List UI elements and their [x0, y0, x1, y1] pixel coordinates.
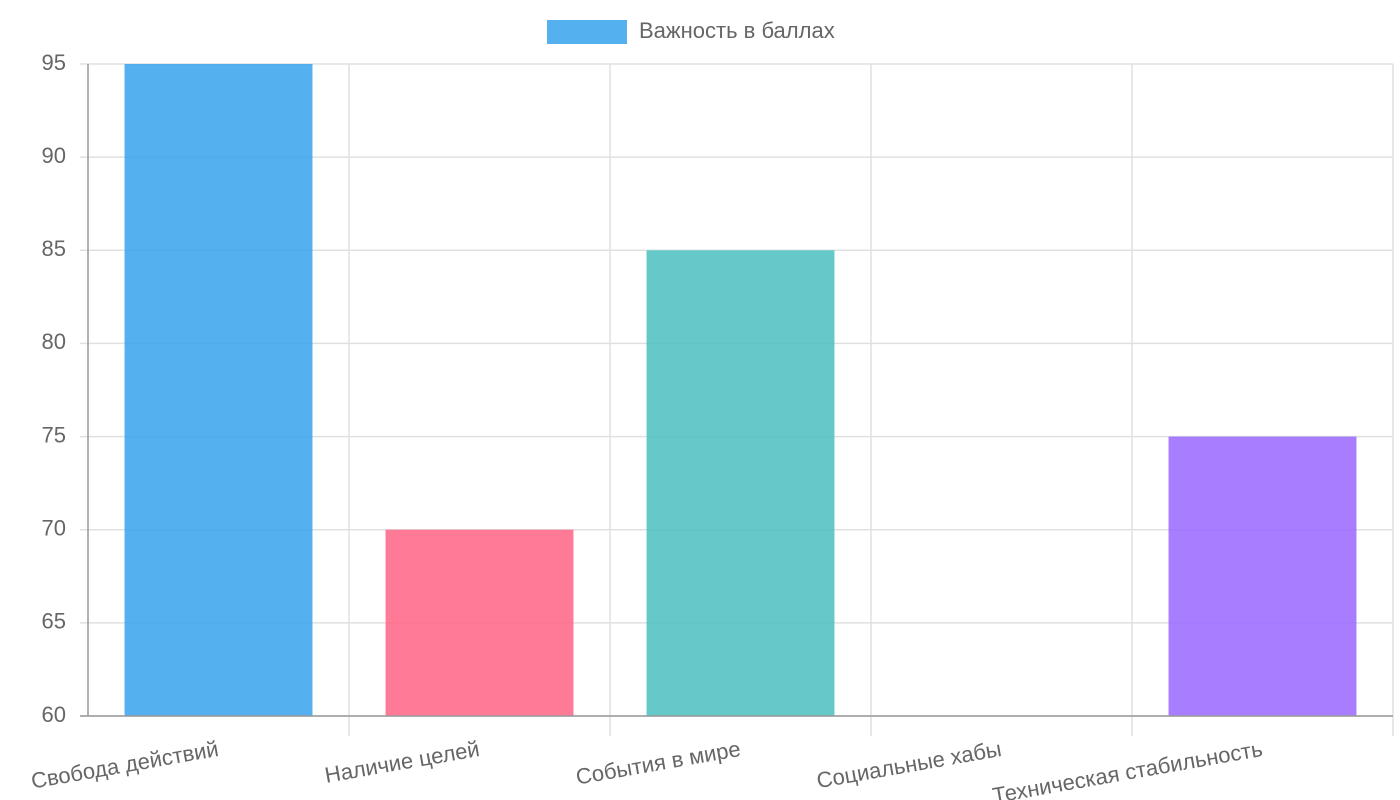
legend-swatch[interactable]	[547, 20, 627, 44]
y-tick-label: 70	[42, 516, 66, 541]
x-tick-label: Социальные хабы	[815, 736, 1004, 793]
bar	[646, 250, 835, 716]
x-tick-label: Техническая стабильность	[991, 736, 1265, 800]
bars	[124, 64, 1357, 716]
bar	[385, 529, 574, 716]
y-tick-label: 95	[42, 50, 66, 75]
x-tick-label: Свобода действий	[29, 736, 220, 794]
bar	[124, 64, 313, 716]
y-tick-label: 75	[42, 422, 66, 447]
y-tick-label: 80	[42, 329, 66, 354]
y-tick-label: 90	[42, 143, 66, 168]
x-tick-label: События в мире	[574, 736, 742, 790]
bar	[1168, 436, 1357, 716]
y-tick-label: 65	[42, 609, 66, 634]
y-tick-label: 60	[42, 702, 66, 727]
y-tick-label: 85	[42, 236, 66, 261]
legend-label[interactable]: Важность в баллах	[639, 18, 835, 43]
x-tick-label: Наличие целей	[323, 736, 482, 788]
